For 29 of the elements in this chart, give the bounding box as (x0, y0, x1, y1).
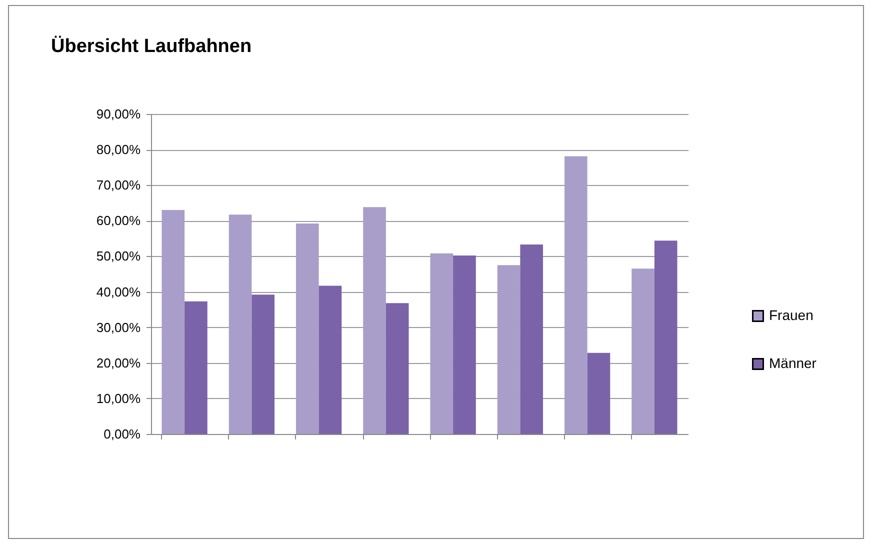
y-tick-label: 90,00% (96, 106, 141, 122)
bar (363, 207, 386, 434)
bar (430, 253, 454, 434)
bar (162, 210, 185, 434)
bar (564, 156, 588, 434)
bar (587, 352, 610, 434)
bar (497, 265, 520, 434)
bar (386, 303, 409, 434)
bar (296, 224, 319, 434)
y-tick-label: 20,00% (96, 355, 141, 370)
y-tick-label: 80,00% (96, 142, 141, 158)
bar (654, 240, 678, 434)
y-tick-label: 10,00% (96, 390, 141, 406)
y-tick-label: 70,00% (96, 178, 141, 193)
bar (632, 268, 654, 434)
bar (453, 256, 476, 434)
bar (520, 244, 544, 434)
legend-label: Männer (769, 355, 817, 371)
y-tick-label: 30,00% (96, 320, 141, 335)
y-tick-label: 0,00% (104, 426, 141, 442)
y-tick-label: 40,00% (96, 284, 141, 300)
y-tick-label: 60,00% (96, 213, 141, 228)
bar (228, 214, 252, 434)
bar (184, 301, 208, 434)
bar (252, 294, 275, 434)
legend-label: Frauen (769, 307, 814, 323)
y-tick-label: 50,00% (96, 248, 141, 264)
chart-title: Übersicht Laufbahnen (51, 35, 252, 57)
bar (318, 286, 342, 434)
